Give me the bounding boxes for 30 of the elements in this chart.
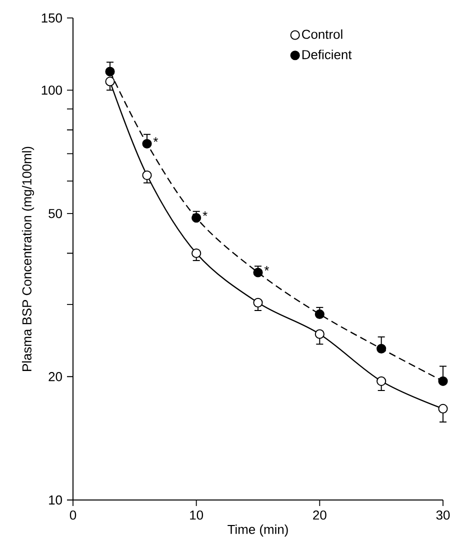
point [438,376,448,386]
point [105,76,115,86]
point [314,329,324,339]
point [192,248,202,258]
point [142,170,152,180]
point [376,344,386,354]
point [314,309,324,320]
y-axis-title: Plasma BSP Concentration (mg/100ml) [22,146,34,371]
point [438,404,448,414]
x-tick-label: 30 [436,510,450,520]
x-axis-title: Time (min) [228,524,288,537]
x-tick-label: 20 [313,510,326,520]
annotation: * [202,211,208,216]
legend-label: Deficient [302,50,352,60]
point [142,138,152,149]
x-tick-label: 10 [190,510,204,520]
y-tick-label: 10 [49,495,62,505]
annotation: * [153,137,158,142]
y-tick-label: 150 [42,13,62,23]
y-tick-label: 50 [48,208,62,218]
y-tick-label: 20 [48,372,62,382]
point [105,66,115,76]
point [253,268,263,278]
legend-label: Control [302,29,342,39]
point [253,298,263,308]
point [376,376,386,386]
point [192,213,202,223]
x-tick-label: 0 [70,510,76,520]
annotation: * [264,266,270,271]
y-tick-label: 100 [42,86,62,95]
